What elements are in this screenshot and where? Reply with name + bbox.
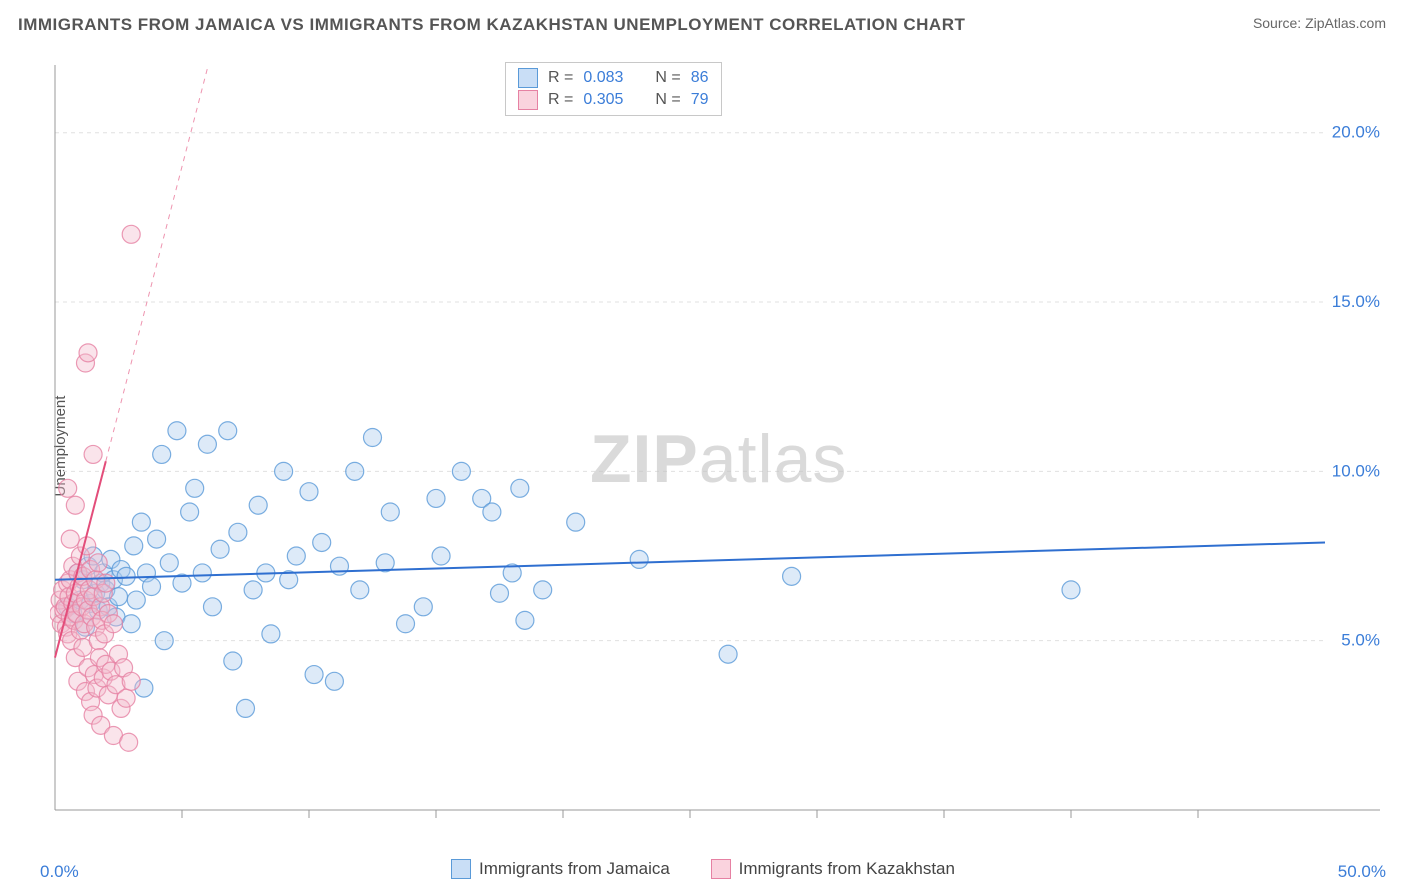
svg-text:15.0%: 15.0%: [1332, 292, 1380, 311]
n-value: 79: [691, 89, 709, 111]
swatch-icon: [451, 859, 471, 879]
chart-area: 5.0%10.0%15.0%20.0% ZIPatlas R = 0.083 N…: [50, 60, 1385, 830]
legend-item-jamaica: Immigrants from Jamaica: [451, 859, 670, 879]
legend-row-jamaica: R = 0.083 N = 86: [518, 67, 709, 89]
legend-row-kazakhstan: R = 0.305 N = 79: [518, 89, 709, 111]
legend-label: Immigrants from Kazakhstan: [739, 859, 955, 879]
r-label: R =: [548, 67, 573, 89]
legend-item-kazakhstan: Immigrants from Kazakhstan: [711, 859, 955, 879]
legend-label: Immigrants from Jamaica: [479, 859, 670, 879]
svg-text:10.0%: 10.0%: [1332, 461, 1380, 480]
source-label: Source: ZipAtlas.com: [1253, 15, 1386, 31]
r-label: R =: [548, 89, 573, 111]
x-tick-min: 0.0%: [40, 862, 79, 882]
svg-text:20.0%: 20.0%: [1332, 123, 1380, 142]
n-value: 86: [691, 67, 709, 89]
n-label: N =: [655, 67, 680, 89]
x-tick-max: 50.0%: [1338, 862, 1386, 882]
swatch-icon: [518, 68, 538, 88]
swatch-icon: [711, 859, 731, 879]
chart-title: IMMIGRANTS FROM JAMAICA VS IMMIGRANTS FR…: [18, 15, 965, 35]
correlation-legend: R = 0.083 N = 86 R = 0.305 N = 79: [505, 62, 722, 116]
r-value: 0.305: [583, 89, 623, 111]
series-legend: Immigrants from Jamaica Immigrants from …: [0, 859, 1406, 884]
svg-text:5.0%: 5.0%: [1341, 631, 1380, 650]
n-label: N =: [655, 89, 680, 111]
r-value: 0.083: [583, 67, 623, 89]
scatter-chart-svg: 5.0% 10.0% 15.0% 20.0%: [50, 60, 1385, 830]
swatch-icon: [518, 90, 538, 110]
